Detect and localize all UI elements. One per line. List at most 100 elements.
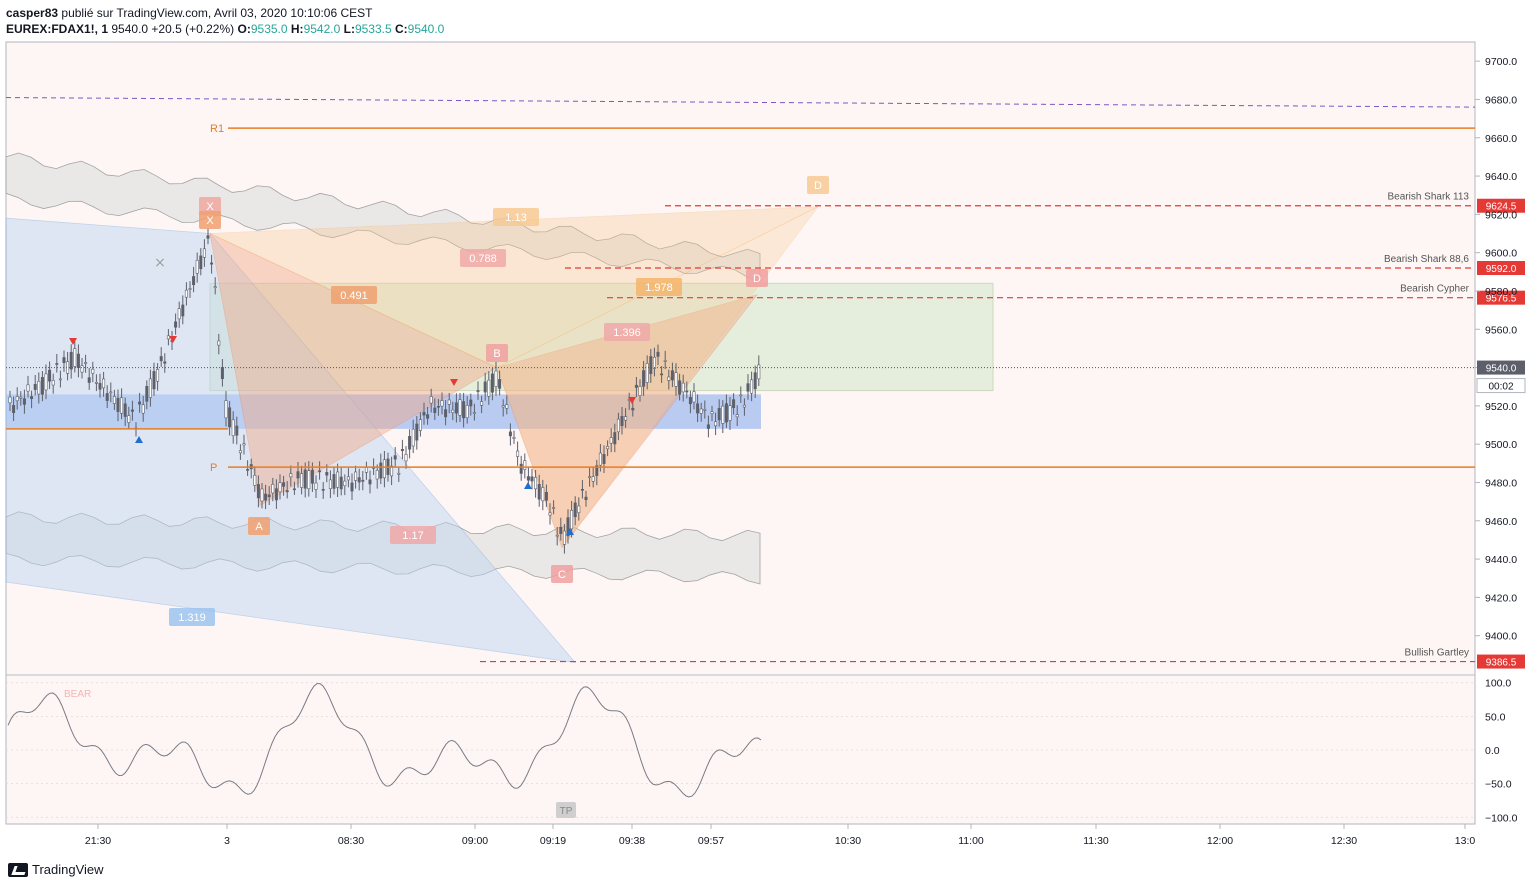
candle-body <box>80 365 84 373</box>
cross-marker-icon: × <box>154 255 166 271</box>
pattern-point-box <box>199 211 221 229</box>
buy-marker-icon <box>135 436 143 443</box>
candle-body <box>40 377 44 395</box>
candle-body <box>62 357 66 364</box>
candle-body <box>303 469 307 489</box>
candle-body <box>33 383 37 390</box>
candle-body <box>742 404 746 408</box>
gartley-pattern <box>5 217 576 664</box>
candle-body <box>260 488 264 502</box>
candle-body <box>534 477 538 490</box>
candle-body <box>382 459 386 479</box>
candle-body <box>699 408 703 414</box>
y-tick-label: 9580.0 <box>1485 286 1517 298</box>
publish-info: publié sur TradingView.com, Avril 03, 20… <box>61 6 373 20</box>
price-badge-text: 9592.0 <box>1486 264 1517 275</box>
candle-body <box>580 488 584 491</box>
candle-body <box>721 405 725 424</box>
candle-body <box>256 484 260 499</box>
low-value: 9533.5 <box>354 22 392 36</box>
candle-body <box>436 406 440 408</box>
candle-body <box>498 379 502 389</box>
candle-body <box>753 372 757 390</box>
candle-body <box>750 379 754 394</box>
candle-body <box>141 404 145 414</box>
candle-body <box>73 348 77 367</box>
candle-body <box>22 398 26 405</box>
oscillator-pane <box>6 676 1475 824</box>
high-label: H: <box>290 22 304 36</box>
pattern-point-label: D <box>814 180 822 192</box>
y-tick-label: 9500.0 <box>1485 439 1517 451</box>
ratio-box <box>604 323 650 341</box>
candle-body <box>570 510 574 530</box>
candle-body <box>91 368 95 374</box>
symbol-name[interactable]: EUREX:FDAX1!, 1 <box>6 22 109 36</box>
ratio-box <box>493 208 539 226</box>
candle-body <box>490 373 494 393</box>
candle-body <box>199 255 203 270</box>
pattern-point-box <box>486 344 508 362</box>
candle-body <box>354 471 358 481</box>
candle-body <box>242 443 246 446</box>
tradingview-logo[interactable]: TradingView <box>8 862 104 877</box>
candle-body <box>51 380 55 386</box>
candle-body <box>310 469 314 484</box>
osc-tick-label: −100.0 <box>1485 812 1518 824</box>
candle-body <box>123 403 127 417</box>
ratio-label: 1.396 <box>613 327 641 339</box>
sell-marker-icon <box>169 336 177 343</box>
candle-body <box>213 286 217 289</box>
candle-body <box>375 470 379 480</box>
candle-body <box>87 377 91 383</box>
candle-body <box>566 517 570 537</box>
candle-body <box>451 409 455 413</box>
y-tick-label: 9660.0 <box>1485 133 1517 145</box>
candle-body <box>300 473 304 488</box>
author-name[interactable]: casper83 <box>6 6 59 20</box>
candle-body <box>602 454 606 464</box>
candle-body <box>588 476 592 478</box>
candle-body <box>660 373 664 376</box>
target-label: Bearish Shark 88,6 <box>1384 254 1469 265</box>
candle-body <box>307 470 311 490</box>
candle-body <box>696 403 700 414</box>
candle-body <box>235 425 239 436</box>
candle-body <box>138 401 142 405</box>
candle-body <box>642 370 646 387</box>
candle-body <box>58 378 62 381</box>
candle-body <box>688 397 692 405</box>
y-tick-label: 9520.0 <box>1485 401 1517 413</box>
candle-body <box>616 418 620 433</box>
price-badge <box>1477 198 1525 213</box>
candle-body <box>724 403 728 423</box>
target-label: Bearish Cypher <box>1400 284 1470 295</box>
candle-body <box>462 401 466 419</box>
candle-body <box>746 383 750 392</box>
candle-body <box>415 423 419 441</box>
x-tick-label: 08:30 <box>338 835 364 847</box>
osc-tick-label: 100.0 <box>1485 678 1511 690</box>
candle-body <box>739 394 743 397</box>
candle-body <box>264 493 268 501</box>
sell-marker-icon <box>628 397 636 404</box>
publish-line: casper83 publié sur TradingView.com, Avr… <box>6 6 372 20</box>
x-tick-label: 09:00 <box>462 835 488 847</box>
candle-body <box>411 428 415 447</box>
candle-body <box>548 512 552 516</box>
candle-body <box>15 396 19 402</box>
candle-body <box>55 363 59 365</box>
candle-body <box>231 419 235 437</box>
candle-body <box>681 382 685 393</box>
candle-body <box>609 437 613 444</box>
osc-label-tp-box <box>556 802 576 818</box>
candle-body <box>44 373 48 391</box>
close-label: C: <box>394 22 408 36</box>
target-label: Bullish Gartley <box>1405 648 1469 659</box>
candle-body <box>109 391 113 394</box>
candle-body <box>526 476 530 481</box>
tradingview-logo-icon <box>8 862 28 877</box>
candle-body <box>728 405 732 421</box>
candle-body <box>692 391 696 403</box>
